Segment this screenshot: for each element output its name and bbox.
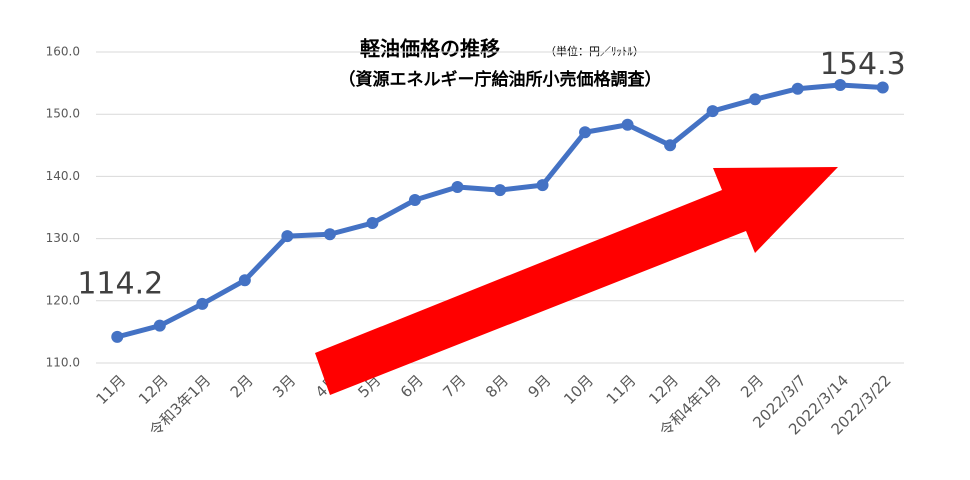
marker (111, 330, 124, 343)
y-tick-label: 130.0 (46, 231, 80, 245)
x-tick-label: 12月 (645, 371, 682, 408)
marker (791, 82, 804, 95)
x-tick-label: 11月 (603, 371, 640, 408)
chart-title: 軽油価格の推移 (360, 37, 500, 61)
marker (196, 297, 209, 310)
x-tick-label: 8月 (482, 371, 512, 401)
chart-subtitle: （資源エネルギー庁給油所小売価格調査） (339, 69, 662, 90)
marker (621, 118, 634, 131)
marker (366, 217, 379, 230)
trend-arrow (315, 167, 838, 395)
marker (749, 93, 762, 106)
x-tick-label: 9月 (524, 371, 554, 401)
marker (834, 78, 847, 91)
y-tick-label: 120.0 (46, 293, 80, 307)
marker (876, 81, 889, 94)
marker (536, 179, 549, 192)
x-tick-label: 10月 (560, 371, 597, 408)
marker (664, 139, 677, 152)
x-tick-label: 2月 (227, 371, 257, 401)
x-tick-label: 11月 (92, 371, 129, 408)
title-note: （単位：円／ﾘｯﾄﾙ） (545, 44, 644, 58)
x-tick-label: 3月 (269, 371, 299, 401)
marker (281, 230, 294, 243)
data-label: 114.2 (77, 266, 163, 301)
marker (408, 194, 421, 207)
marker (706, 105, 719, 118)
marker (323, 228, 336, 241)
marker (494, 184, 506, 197)
x-tick-label: 2月 (737, 371, 767, 401)
data-label: 154.3 (820, 47, 906, 82)
marker (579, 126, 592, 139)
x-tick-label: 6月 (397, 371, 427, 401)
marker (451, 180, 464, 193)
marker (238, 274, 251, 287)
y-tick-label: 140.0 (46, 169, 80, 183)
x-tick-label: 12月 (135, 371, 172, 408)
x-tick-label: 7月 (439, 371, 469, 401)
marker (153, 319, 166, 332)
y-tick-label: 110.0 (46, 356, 80, 370)
y-tick-label: 160.0 (46, 45, 80, 59)
y-tick-label: 150.0 (46, 107, 80, 121)
